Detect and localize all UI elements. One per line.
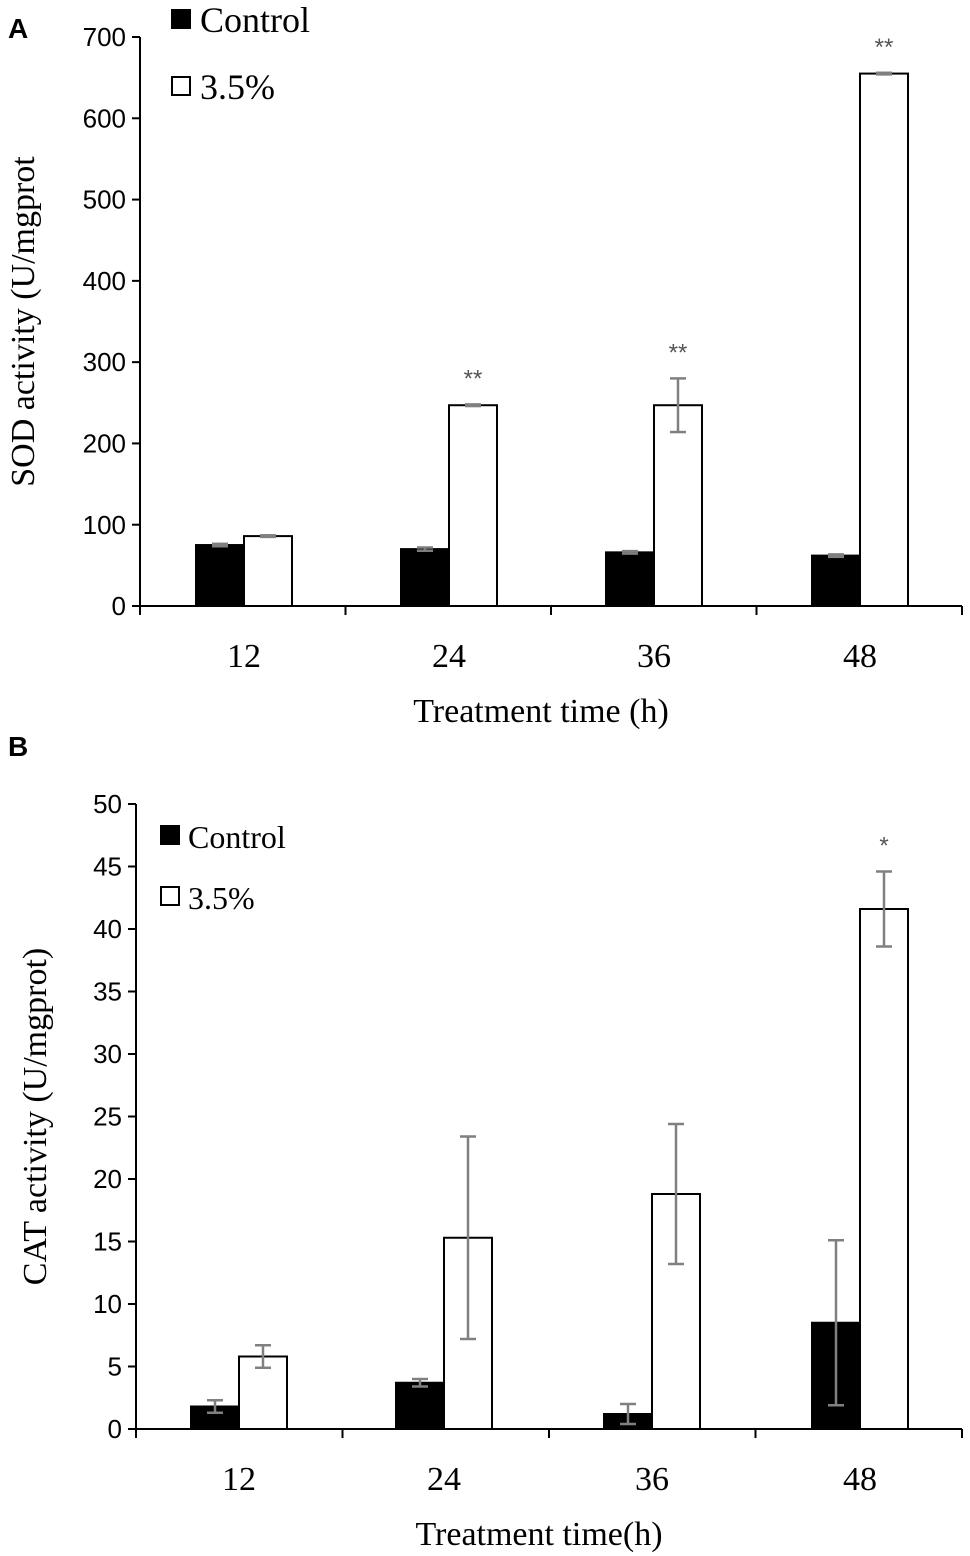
legend-swatch-control	[171, 9, 191, 29]
treated-bar-36	[653, 404, 703, 607]
x-tick-label: 48	[843, 638, 877, 675]
treated-bar-24	[448, 404, 498, 607]
panel-label: A	[8, 13, 28, 44]
control-bar-48	[811, 554, 861, 607]
significance-mark: **	[669, 339, 688, 366]
y-tick-label: 5	[108, 1352, 122, 1382]
y-tick-label: 400	[83, 266, 126, 296]
y-tick-label: 20	[93, 1164, 122, 1194]
legend-label: 3.5%	[188, 880, 255, 916]
y-tick-label: 15	[93, 1227, 122, 1257]
control-bar-12	[195, 544, 245, 607]
x-tick-label: 48	[843, 1461, 877, 1498]
treated-bar-48	[859, 908, 909, 1430]
y-tick-label: 45	[93, 852, 122, 882]
legend-label: Control	[188, 819, 286, 855]
control-bar-36	[605, 551, 655, 608]
x-tick-label: 12	[222, 1461, 256, 1498]
x-tick-label: 36	[637, 638, 671, 675]
x-axis-title: Treatment time (h)	[413, 693, 669, 730]
y-tick-label: 25	[93, 1102, 122, 1132]
y-tick-label: 100	[83, 510, 126, 540]
legend-swatch-treated	[171, 76, 191, 96]
x-tick-label: 24	[432, 638, 466, 675]
significance-mark: **	[464, 365, 483, 392]
x-tick-label: 24	[427, 1461, 461, 1498]
control-bar-24	[400, 548, 450, 607]
y-axis-title: SOD activity (U/mgprot	[5, 156, 42, 487]
y-tick-label: 200	[83, 429, 126, 459]
y-tick-label: 0	[108, 1414, 122, 1444]
treated-bar-12	[243, 535, 293, 608]
y-tick-label: 300	[83, 347, 126, 377]
x-tick-label: 12	[227, 638, 261, 675]
x-tick-label: 36	[635, 1461, 669, 1498]
legend-swatch-control	[160, 825, 180, 845]
y-axis-title: CAT activity (U/mgprot)	[17, 948, 54, 1285]
legend-label: 3.5%	[200, 67, 275, 107]
sod-chart: A 0 100 200 300 400 500 600 700 12 24 36 48 ** ** ** Tre…	[5, 0, 963, 730]
y-tick-label: 600	[83, 103, 126, 133]
x-axis-title: Treatment time(h)	[415, 1516, 662, 1553]
panel-label: B	[8, 731, 28, 762]
y-tick-label: 40	[93, 914, 122, 944]
y-tick-label: 0	[112, 591, 126, 621]
y-tick-label: 30	[93, 1039, 122, 1069]
control-bar-24	[395, 1381, 445, 1430]
y-tick-label: 50	[93, 789, 122, 819]
legend-label: Control	[200, 0, 310, 40]
y-tick-label: 500	[83, 185, 126, 215]
y-tick-label: 700	[83, 22, 126, 52]
significance-mark: *	[879, 833, 888, 860]
significance-mark: **	[875, 34, 894, 61]
y-tick-label: 35	[93, 977, 122, 1007]
legend-swatch-treated	[160, 886, 180, 906]
y-tick-label: 10	[93, 1289, 122, 1319]
treated-bar-48	[859, 72, 909, 608]
cat-chart: B 0 5 10 15 20 25 30 35 40 45 50 12 24 36 48 * Treatment …	[8, 731, 963, 1553]
